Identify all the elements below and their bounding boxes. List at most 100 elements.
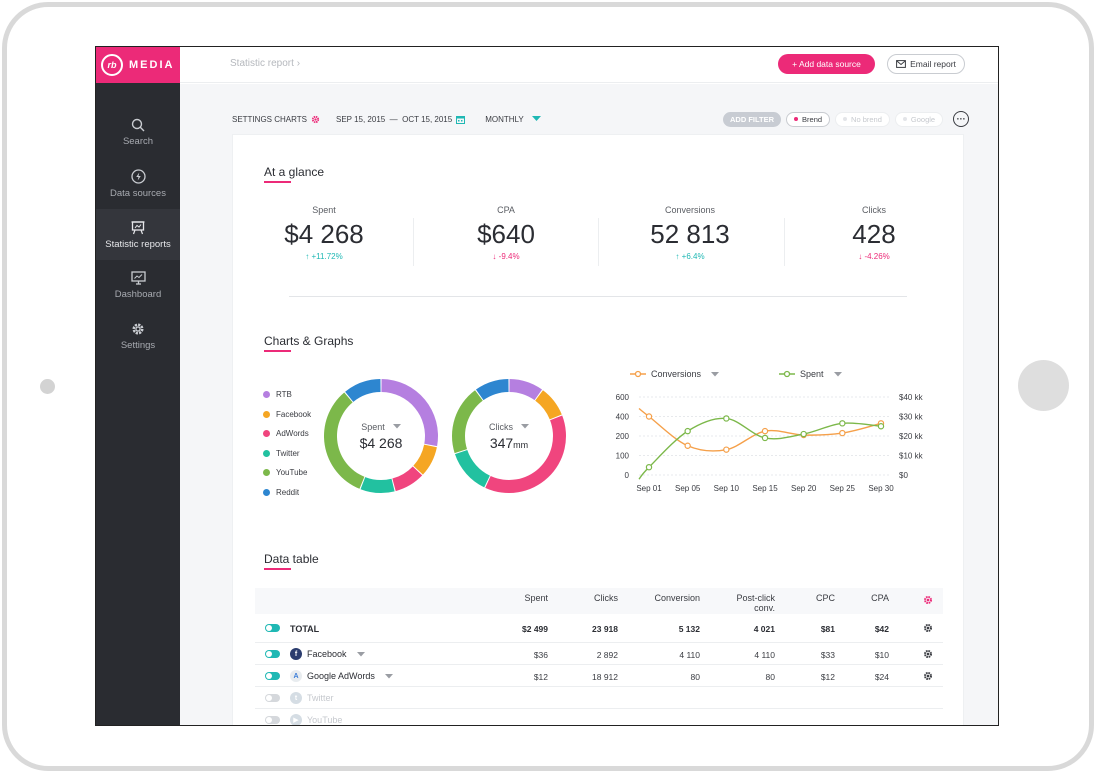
legend-item-twitter[interactable]: Twitter bbox=[263, 444, 311, 464]
row-toggle[interactable] bbox=[265, 672, 280, 680]
donut-slice-twitter[interactable] bbox=[360, 477, 395, 493]
row-name[interactable]: ▶ YouTube bbox=[290, 714, 342, 725]
report-card: At a glance Spent $4 268 ↑ +11.72% CPA $… bbox=[232, 134, 964, 725]
donut-slice-twitter[interactable] bbox=[454, 450, 490, 488]
period-select[interactable]: MONTHLY bbox=[485, 115, 541, 124]
y-tick-label-left: 600 bbox=[616, 393, 630, 402]
metric-value: $640 bbox=[477, 219, 535, 249]
column-header-spent[interactable]: Spent bbox=[524, 593, 548, 603]
data-point-spent[interactable] bbox=[877, 423, 885, 430]
donut-value-number: 347 bbox=[489, 434, 514, 451]
inactive-dot-icon bbox=[902, 117, 907, 121]
data-point-conversions[interactable] bbox=[761, 427, 769, 435]
x-tick-label: Sep 15 bbox=[752, 484, 778, 493]
sidebar-item-settings[interactable]: Settings bbox=[96, 311, 180, 362]
donut-value: $4 268 bbox=[359, 434, 403, 451]
settings-charts-button[interactable]: SETTINGS CHARTS bbox=[232, 115, 320, 124]
legend-item-adwords[interactable]: AdWords bbox=[263, 424, 311, 444]
line-legend-label: Conversions bbox=[651, 369, 702, 379]
app-screen: rb MEDIA Search Data sources Statistic r… bbox=[95, 46, 999, 726]
more-options-button[interactable]: ··· bbox=[953, 111, 970, 127]
data-point-conversions[interactable] bbox=[645, 413, 653, 420]
donut-spent-svg bbox=[324, 379, 438, 493]
donut-slice-adwords[interactable] bbox=[392, 466, 423, 492]
legend-item-rtb[interactable]: RTB bbox=[263, 385, 311, 405]
legend-swatch bbox=[263, 449, 270, 457]
legend-item-youtube[interactable]: YouTube bbox=[263, 463, 311, 483]
donut-slice-rtb[interactable] bbox=[381, 379, 438, 447]
donut-slice-reddit[interactable] bbox=[475, 379, 509, 401]
divider bbox=[784, 218, 785, 266]
metric-clicks: Clicks 428 ↓ -4.26% bbox=[799, 205, 949, 261]
row-name[interactable]: t Twitter bbox=[290, 692, 334, 704]
column-header-cpa[interactable]: CPA bbox=[871, 593, 889, 603]
data-point-conversions[interactable] bbox=[684, 442, 691, 449]
add-data-source-button[interactable]: + Add data source bbox=[778, 54, 875, 74]
cell-clicks: 18 912 bbox=[592, 672, 618, 682]
cell-clicks: 23 918 bbox=[592, 624, 618, 634]
row-toggle[interactable] bbox=[265, 624, 280, 632]
row-name[interactable]: A Google AdWords bbox=[290, 670, 393, 682]
donut-center: Clicks 347mm bbox=[451, 378, 567, 494]
sidebar-item-dashboard[interactable]: Dashboard bbox=[96, 260, 180, 311]
line-legend-conversions[interactable]: Conversions bbox=[630, 369, 720, 379]
sidebar-item-data-sources[interactable]: Data sources bbox=[96, 158, 180, 209]
add-filter-button[interactable]: ADD FILTER bbox=[723, 111, 782, 127]
data-point-spent[interactable] bbox=[684, 427, 691, 435]
facebook-icon: f bbox=[290, 648, 302, 660]
data-point-spent[interactable] bbox=[645, 463, 653, 471]
donut-slice-rtb[interactable] bbox=[509, 379, 543, 401]
logo[interactable]: rb MEDIA bbox=[96, 47, 180, 83]
filter-chip-no-brend[interactable]: No brend bbox=[835, 111, 890, 127]
donut-metric-select[interactable]: Clicks bbox=[489, 422, 529, 432]
row-toggle[interactable] bbox=[265, 650, 280, 658]
tablet-camera bbox=[40, 379, 55, 394]
y-tick-label-left: 200 bbox=[616, 432, 630, 441]
y-tick-label-left: 400 bbox=[616, 413, 630, 422]
breadcrumb[interactable]: Statistic report › bbox=[230, 58, 300, 69]
metric-value: 52 813 bbox=[650, 219, 730, 249]
metric-delta: ↓ -9.4% bbox=[431, 252, 581, 261]
row-toggle[interactable] bbox=[265, 694, 280, 702]
column-header-clicks[interactable]: Clicks bbox=[594, 593, 618, 603]
legend-label: AdWords bbox=[276, 429, 309, 439]
filter-chip-google[interactable]: Google bbox=[894, 111, 944, 127]
donut-slice-facebook[interactable] bbox=[535, 390, 562, 420]
column-header-post-click[interactable]: Post-click conv. bbox=[736, 593, 775, 613]
filter-chip-brend[interactable]: Brend bbox=[786, 111, 831, 127]
date-range-picker[interactable]: SEP 15, 2015 — OCT 15, 2015 bbox=[336, 115, 466, 124]
sidebar-item-search[interactable]: Search bbox=[96, 107, 180, 158]
row-settings-gear-icon[interactable] bbox=[923, 649, 933, 659]
data-point-spent[interactable] bbox=[839, 420, 846, 427]
legend-item-facebook[interactable]: Facebook bbox=[263, 405, 311, 425]
line-legend-spent[interactable]: Spent bbox=[779, 369, 842, 379]
calendar-icon bbox=[456, 115, 466, 124]
cell-spent: $12 bbox=[533, 672, 548, 682]
column-header-cpc[interactable]: CPC bbox=[815, 593, 835, 603]
row-settings-gear-icon[interactable] bbox=[923, 671, 933, 681]
data-point-spent[interactable] bbox=[800, 430, 807, 438]
data-point-conversions[interactable] bbox=[839, 429, 846, 437]
legend-label: RTB bbox=[276, 390, 292, 400]
main-content: SETTINGS CHARTS SEP 15, 2015 — OCT 15, 2… bbox=[180, 84, 998, 725]
legend-item-reddit[interactable]: Reddit bbox=[263, 483, 311, 503]
donut-metric-select[interactable]: Spent bbox=[361, 422, 401, 432]
row-toggle[interactable] bbox=[265, 716, 280, 724]
donut-slice-facebook[interactable] bbox=[413, 444, 437, 475]
donut-slice-youtube[interactable] bbox=[324, 392, 365, 489]
data-point-spent[interactable] bbox=[761, 434, 769, 442]
data-point-spent[interactable] bbox=[723, 415, 730, 422]
cell-cpc: $33 bbox=[820, 650, 835, 660]
data-point-conversions[interactable] bbox=[723, 446, 730, 453]
email-report-button[interactable]: Email report bbox=[887, 54, 965, 74]
donut-slice-adwords[interactable] bbox=[485, 415, 566, 493]
donut-slice-reddit[interactable] bbox=[345, 379, 381, 402]
cell-conversion: 4 110 bbox=[679, 650, 700, 660]
table-settings-gear-icon[interactable] bbox=[923, 595, 933, 605]
row-settings-gear-icon[interactable] bbox=[923, 623, 933, 633]
row-name[interactable]: f Facebook bbox=[290, 648, 365, 660]
donut-slice-youtube[interactable] bbox=[452, 390, 483, 454]
column-header-conversion[interactable]: Conversion bbox=[654, 593, 700, 603]
chevron-right-icon: › bbox=[296, 58, 301, 69]
sidebar-item-statistic-reports[interactable]: Statistic reports bbox=[96, 209, 180, 260]
